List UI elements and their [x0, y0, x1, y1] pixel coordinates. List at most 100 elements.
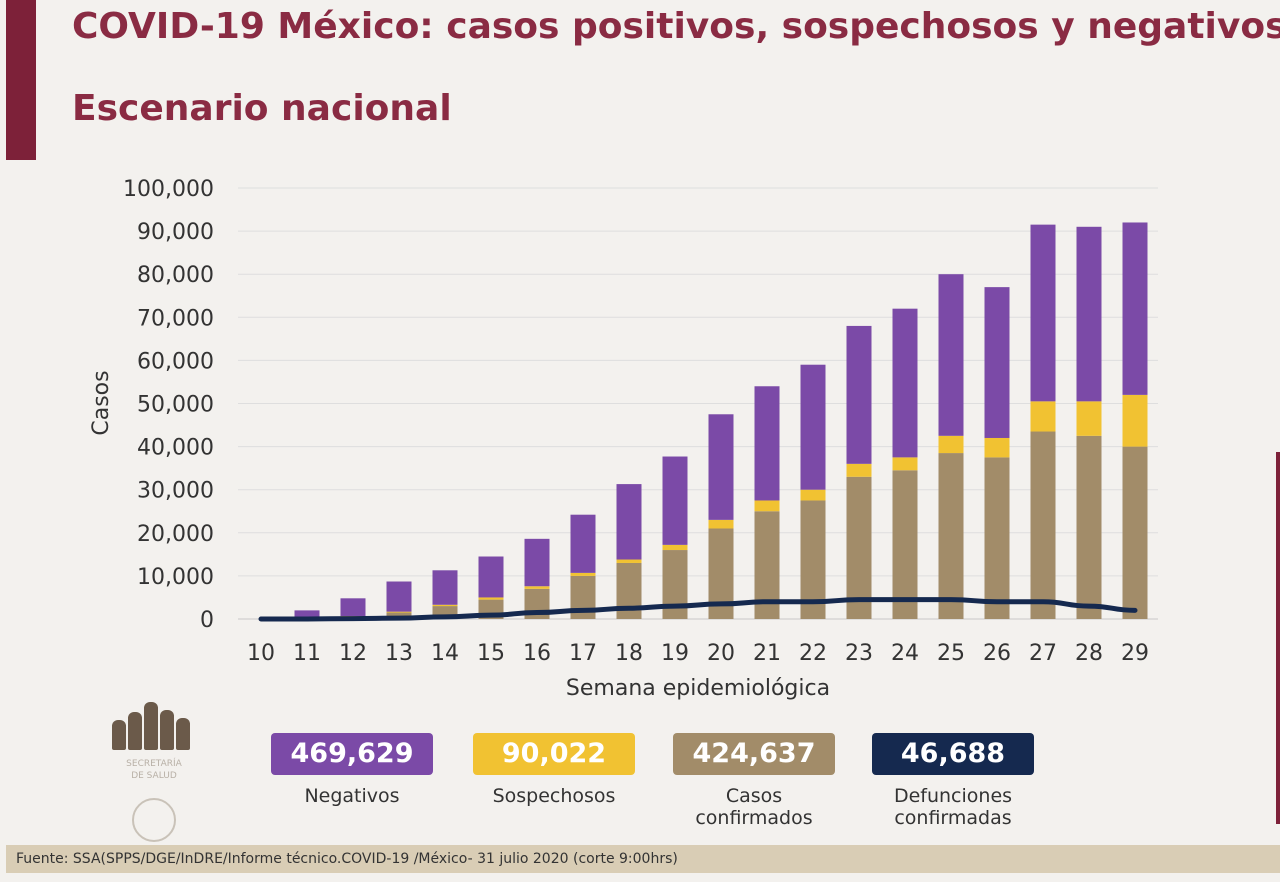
- government-logo: SECRETARÍA DE SALUD: [104, 700, 204, 842]
- bar-sospechosos: [432, 604, 458, 607]
- line-defunciones: [258, 597, 1138, 622]
- bar-confirmados: [1030, 431, 1056, 619]
- bars: [294, 222, 1148, 619]
- bar-sospechosos: [616, 559, 642, 563]
- y-tick-label: 40,000: [137, 436, 214, 461]
- bar-negativos: [386, 581, 412, 612]
- x-tick-label: 10: [247, 641, 275, 666]
- y-tick-label: 70,000: [137, 306, 214, 331]
- y-tick-label: 0: [200, 608, 214, 633]
- x-tick-label: 13: [385, 641, 413, 666]
- y-tick-label: 90,000: [137, 220, 214, 245]
- bar-negativos: [846, 325, 872, 464]
- bar-sospechosos: [386, 611, 412, 613]
- x-tick-label: 18: [615, 641, 643, 666]
- bar-sospechosos: [570, 572, 596, 576]
- bar-sospechosos: [478, 597, 504, 600]
- seal-icon: [132, 798, 176, 842]
- x-tick-label: 19: [661, 641, 689, 666]
- x-tick-label: 15: [477, 641, 505, 666]
- bar-confirmados: [892, 470, 918, 619]
- bar-negativos: [892, 308, 918, 458]
- page-subtitle: Escenario nacional: [72, 88, 452, 129]
- kpi-defunciones-label: Defunciones confirmadas: [893, 785, 1013, 829]
- bar-sospechosos: [938, 435, 964, 454]
- bar-confirmados: [1122, 446, 1148, 619]
- y-tick-label: 20,000: [137, 522, 214, 547]
- bar-negativos: [984, 287, 1010, 438]
- bar-confirmados: [1076, 435, 1102, 619]
- kpi-sospechosos-label: Sospechosos: [492, 785, 616, 807]
- kpi-confirmados: 424,637 Casos confirmados: [673, 733, 835, 829]
- heroes-emblem-icon: [110, 700, 198, 750]
- x-tick-label: 23: [845, 641, 873, 666]
- bar-sospechosos: [524, 586, 550, 589]
- x-axis-ticks: 10 11 12 13 14 15 16 17 18 19 20 21 22 23 24 25 26 27 28 29: [247, 641, 1149, 666]
- bar-negativos: [662, 456, 688, 545]
- bar-sospechosos: [1122, 394, 1148, 447]
- x-tick-label: 29: [1121, 641, 1149, 666]
- x-tick-label: 17: [569, 641, 597, 666]
- bar-negativos: [708, 414, 734, 520]
- brand-accent-bar-right: [1276, 452, 1280, 824]
- bar-negativos: [432, 570, 458, 605]
- y-tick-label: 80,000: [137, 263, 214, 288]
- grid: [238, 187, 1158, 620]
- bar-negativos: [938, 274, 964, 436]
- bar-sospechosos: [892, 457, 918, 471]
- kpi-confirmados-value: 424,637: [673, 733, 835, 775]
- y-tick-label: 30,000: [137, 479, 214, 504]
- bar-sospechosos: [662, 544, 688, 551]
- y-axis-label: Casos: [89, 370, 114, 435]
- bar-negativos: [570, 514, 596, 573]
- brand-accent-bar: [6, 0, 36, 160]
- x-tick-label: 25: [937, 641, 965, 666]
- bar-negativos: [1122, 222, 1148, 395]
- bar-negativos: [754, 386, 780, 501]
- kpi-sospechosos: 90,022 Sospechosos: [473, 733, 635, 807]
- x-tick-label: 12: [339, 641, 367, 666]
- y-axis-ticks: 0 10,000 20,000 30,000 40,000 50,000 60,000 70,…: [123, 177, 214, 633]
- kpi-defunciones: 46,688 Defunciones confirmadas: [872, 733, 1034, 829]
- bar-negativos: [340, 598, 366, 616]
- bar-negativos: [1076, 226, 1102, 402]
- kpi-negativos: 469,629 Negativos: [271, 733, 433, 807]
- x-tick-label: 21: [753, 641, 781, 666]
- bar-negativos: [294, 610, 320, 619]
- y-tick-label: 10,000: [137, 565, 214, 590]
- bar-sospechosos: [708, 519, 734, 529]
- defunciones-line: [258, 597, 1138, 622]
- page-title: COVID-19 México: casos positivos, sospec…: [72, 6, 1280, 47]
- kpi-confirmados-label: Casos confirmados: [695, 785, 813, 829]
- y-tick-label: 100,000: [123, 177, 214, 202]
- x-tick-label: 24: [891, 641, 919, 666]
- kpi-sospechosos-value: 90,022: [473, 733, 635, 775]
- x-tick-label: 16: [523, 641, 551, 666]
- bar-confirmados: [846, 476, 872, 619]
- bar-confirmados: [984, 457, 1010, 619]
- y-tick-label: 60,000: [137, 349, 214, 374]
- x-tick-label: 14: [431, 641, 459, 666]
- kpi-negativos-label: Negativos: [304, 785, 400, 807]
- x-tick-label: 20: [707, 641, 735, 666]
- x-tick-label: 22: [799, 641, 827, 666]
- y-tick-label: 50,000: [137, 393, 214, 418]
- bar-sospechosos: [1030, 401, 1056, 432]
- x-tick-label: 27: [1029, 641, 1057, 666]
- kpi-defunciones-value: 46,688: [872, 733, 1034, 775]
- bar-negativos: [478, 556, 504, 598]
- source-footer: Fuente: SSA(SPPS/DGE/InDRE/Informe técni…: [6, 845, 1280, 873]
- bar-negativos: [800, 364, 826, 490]
- logo-lettering: SECRETARÍA DE SALUD: [126, 759, 182, 781]
- bar-sospechosos: [800, 489, 826, 501]
- bar-sospechosos: [1076, 401, 1102, 436]
- bar-negativos: [524, 538, 550, 587]
- x-tick-label: 11: [293, 641, 321, 666]
- x-tick-label: 26: [983, 641, 1011, 666]
- bar-negativos: [1030, 224, 1056, 402]
- bar-sospechosos: [846, 463, 872, 477]
- bar-sospechosos: [754, 500, 780, 512]
- bar-confirmados: [938, 453, 964, 619]
- x-axis-label: Semana epidemiológica: [566, 676, 830, 700]
- stacked-bar-chart: 0 10,000 20,000 30,000 40,000 50,000 60,000 70,…: [89, 177, 1158, 700]
